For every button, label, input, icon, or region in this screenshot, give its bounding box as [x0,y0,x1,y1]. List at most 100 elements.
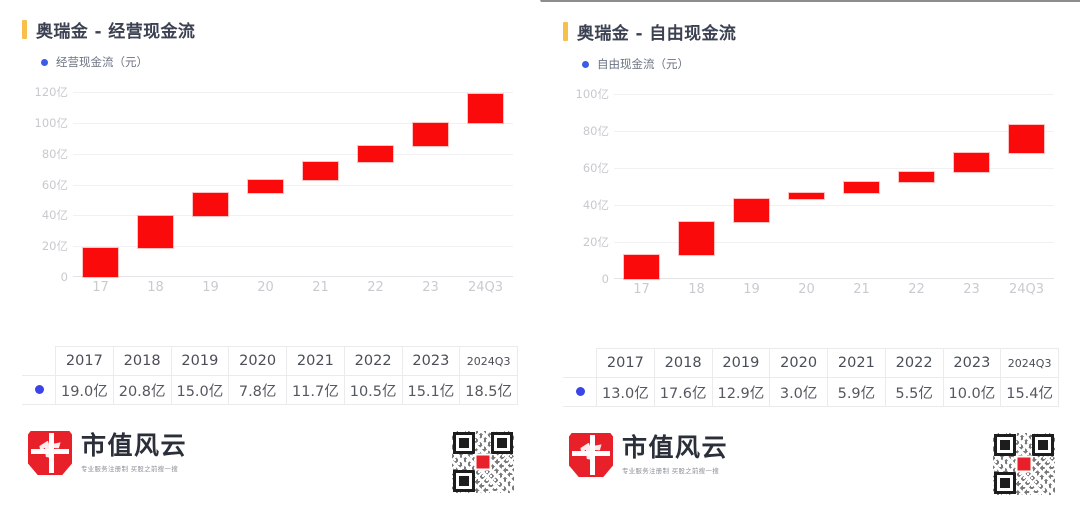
table-value-cell: 3.0亿 [769,377,828,407]
y-tick-label: 0 [60,270,68,284]
series-dot-icon [575,387,585,396]
x-axis-labels: 17 18 19 20 21 22 23 24Q3 [73,280,513,302]
table-value-cell: 12.9亿 [711,377,771,407]
panel-free-cash-flow: 奥瑞金 - 自由现金流 自由现金流（元） 0 20亿 40亿 60亿 80亿 100亿 1… [540,0,1080,506]
table-value-cell: 5.5亿 [884,377,944,407]
table-header-cell: 2023 [942,348,1002,378]
bar-20[interactable] [789,192,824,199]
title-accent-bar [22,19,27,39]
y-tick-label: 60亿 [41,177,68,192]
gridline [73,215,513,217]
brand-mark-icon [569,433,613,477]
qr-code-icon[interactable] [993,433,1055,495]
bar-17[interactable] [624,254,659,279]
table-row: 19.0亿 20.8亿 15.0亿 7.8亿 11.7亿 10.5亿 15.1亿 18.5亿 [22,375,518,405]
gridline [73,153,513,155]
y-tick-label: 100亿 [575,87,609,101]
data-table-wrap: 2017 2018 2019 2020 2021 2022 2023 2024Q3 19.0亿 2… [22,346,518,405]
bar-19[interactable] [734,198,769,223]
y-axis-labels: 0 20亿 40亿 60亿 80亿 100亿 [541,87,609,286]
x-tick-label: 19 [743,282,760,297]
table-value-cell: 10.0亿 [942,377,1002,407]
data-table: 2017 2018 2019 2020 2021 2022 2023 2024Q3 13.0亿 1… [563,348,1059,407]
brand-mark-icon [28,431,72,475]
page-title: 奥瑞金 - 自由现金流 [577,23,737,44]
brand-logo: 市值风云 专业服务注册制 买股之前搜一搜 [569,433,728,477]
x-tick-label: 21 [312,280,329,295]
y-tick-label: 80亿 [582,124,609,138]
y-tick-label: 80亿 [41,146,68,161]
table-row: 13.0亿 17.6亿 12.9亿 3.0亿 5.9亿 5.5亿 10.0亿 15.4亿 [563,377,1059,407]
y-axis-labels: 0 20亿 40亿 60亿 80亿 100亿 120亿 [0,85,68,284]
table-header-cell: 2017 [596,348,655,378]
plot-area [614,94,1054,279]
x-tick-label: 17 [633,282,650,297]
bar-19[interactable] [193,192,228,216]
qr-code-icon[interactable] [452,431,514,493]
table-header-row: 2017 2018 2019 2020 2021 2022 2023 2024Q3 [563,348,1059,378]
bar-21[interactable] [303,162,338,181]
y-tick-label: 0 [601,272,609,286]
brand-tagline: 专业服务注册制 买股之前搜一搜 [622,467,720,475]
brand-tagline: 专业服务注册制 买股之前搜一搜 [81,465,179,473]
table-value-cell: 13.0亿 [596,377,655,407]
table-header-cell: 2017 [55,346,114,376]
table-header-cell: 2020 [228,346,287,376]
x-tick-label: 18 [147,280,164,295]
table-corner-cell [22,346,56,376]
table-header-row: 2017 2018 2019 2020 2021 2022 2023 2024Q3 [22,346,518,376]
table-header-cell: 2018 [112,346,172,376]
table-header-cell: 2021 [827,348,886,378]
brand-name: 市值风云 [622,433,729,462]
axis-baseline [614,278,1054,279]
x-tick-label: 22 [908,282,925,297]
x-tick-label: 24Q3 [467,280,504,295]
title-accent-bar [563,21,568,41]
bar-20[interactable] [248,180,283,193]
y-tick-label: 60亿 [582,161,609,175]
table-value-cell: 11.7亿 [286,375,345,405]
table-value-cell: 17.6亿 [653,377,713,407]
footer: 市值风云 专业服务注册制 买股之前搜一搜 [0,425,540,503]
gridline [73,246,513,248]
waterfall-chart: 0 20亿 40亿 60亿 80亿 100亿 17 18 19 20 21 22 23 24Q3 [541,86,1080,301]
data-table-wrap: 2017 2018 2019 2020 2021 2022 2023 2024Q3 13.0亿 1… [563,348,1059,407]
footer: 市值风云 专业服务注册制 买股之前搜一搜 [541,427,1080,505]
table-header-cell: 2022 [343,346,403,376]
gridline [73,122,513,124]
bar-23[interactable] [413,122,448,147]
brand-words: 市值风云 专业服务注册制 买股之前搜一搜 [622,435,728,475]
brand-logo: 市值风云 专业服务注册制 买股之前搜一搜 [28,431,187,475]
y-tick-label: 100亿 [34,115,68,130]
bar-18[interactable] [138,215,173,248]
x-tick-label: 24Q3 [1008,282,1045,297]
x-tick-label: 17 [92,280,109,295]
gridline [614,205,1054,206]
bar-24Q3[interactable] [468,94,503,123]
table-value-cell: 15.4亿 [1000,377,1059,407]
bar-22[interactable] [899,171,934,183]
panel-operating-cash-flow: 奥瑞金 - 经营现金流 经营现金流（元） 0 20亿 40亿 60亿 80亿 100亿 12… [0,16,540,503]
gridline [614,168,1054,169]
table-corner-cell [563,348,597,378]
chart-legend: 自由现金流（元） [582,56,1080,72]
table-series-dot [22,375,56,405]
legend-dot-icon [41,58,48,66]
y-tick-label: 120亿 [34,85,68,99]
bar-17[interactable] [83,247,118,277]
gridline [614,131,1054,132]
bar-18[interactable] [679,222,714,255]
y-tick-label: 20亿 [582,235,609,249]
data-table: 2017 2018 2019 2020 2021 2022 2023 2024Q3 19.0亿 2… [22,346,518,405]
chart-legend: 经营现金流（元） [41,54,540,70]
legend-label: 经营现金流（元） [56,55,148,69]
bar-23[interactable] [954,153,989,172]
legend-label: 自由现金流（元） [597,57,689,71]
gridline [73,92,513,93]
bar-24Q3[interactable] [1009,124,1044,154]
bar-21[interactable] [844,182,879,193]
chart-title-row: 奥瑞金 - 经营现金流 [22,16,540,42]
bar-22[interactable] [358,146,393,163]
table-header-cell: 2024Q3 [459,346,518,376]
